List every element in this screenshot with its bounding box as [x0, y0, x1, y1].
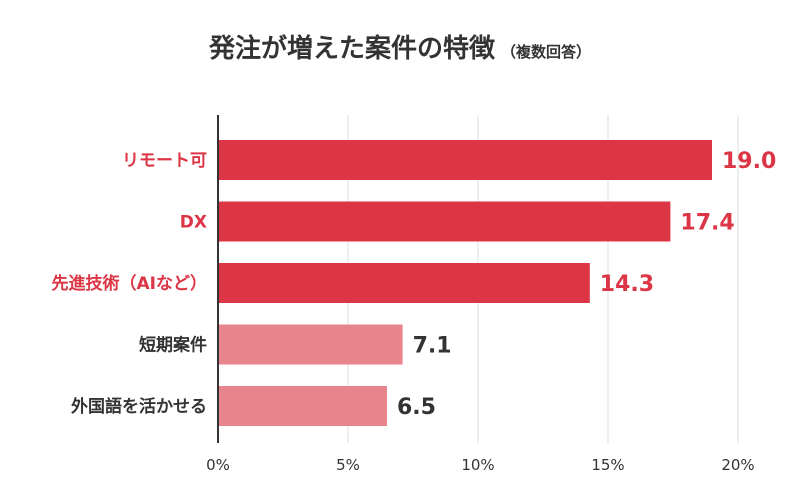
bars	[218, 140, 712, 426]
x-tick-label: 10%	[461, 456, 494, 474]
bar	[218, 140, 712, 180]
value-label: 6.5	[397, 395, 436, 420]
category-label: 外国語を活かせる	[71, 396, 207, 417]
chart-title: 発注が増えた案件の特徴	[208, 34, 495, 64]
chart-title-block: 発注が増えた案件の特徴 （複数回答）	[0, 28, 800, 65]
x-tick-label: 0%	[206, 456, 230, 474]
category-label: DX	[180, 213, 207, 233]
x-tick-label: 5%	[336, 456, 360, 474]
x-tick-label: 15%	[591, 456, 624, 474]
x-tick-label: 20%	[721, 456, 754, 474]
category-label: リモート可	[122, 151, 207, 171]
bar	[218, 324, 403, 365]
bar	[218, 263, 590, 303]
value-label: 7.1	[413, 334, 452, 359]
labels: 0% 5% 10% 15% 20% リモート可 19.0 DX 17.4 先進技術（AIなど） 14…	[52, 149, 777, 474]
value-label: 17.4	[680, 211, 734, 236]
chart-subtitle: （複数回答）	[501, 43, 592, 61]
category-label: 先進技術（AIなど）	[52, 273, 207, 294]
category-label: 短期案件	[139, 335, 207, 356]
bar	[218, 201, 671, 242]
value-label: 19.0	[722, 149, 776, 174]
bar	[218, 386, 387, 426]
value-label: 14.3	[600, 272, 654, 297]
